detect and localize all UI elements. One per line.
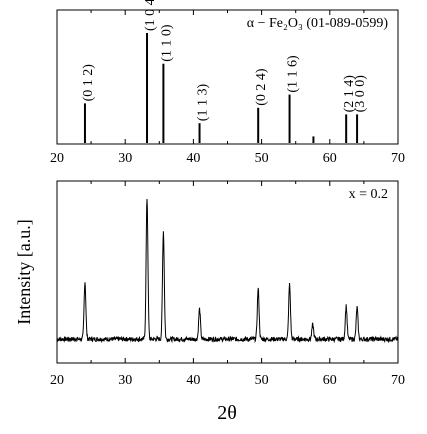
sample-legend: x = 0.2: [349, 187, 388, 202]
miller-index-label: (1 1 6): [286, 55, 301, 93]
reference-x-tick-label: 70: [391, 151, 405, 166]
miller-index-label: (1 0 4): [143, 0, 158, 31]
y-axis-label: Intensity [a.u.]: [14, 219, 34, 324]
reference-legend: α − Fe₂O₃ (01-089-0599): [247, 16, 389, 31]
sample-x-tick-label: 30: [118, 373, 132, 388]
miller-index-label: (3 0 0): [353, 75, 368, 113]
miller-index-label: (2 1 4): [342, 75, 357, 113]
sample-plot-frame: [56, 180, 399, 364]
reference-x-tick-label: 60: [323, 151, 337, 166]
reference-x-tick-label: 30: [118, 151, 132, 166]
reference-panel: (0 1 2) (1 0 4)(1 1 0) (1 1 3) (0 2 4) (1 1 …: [50, 0, 405, 166]
sample-panel: 20 30 40 50 60 70 x = 0.2: [50, 180, 405, 388]
sample-x-tick-label: 60: [323, 373, 337, 388]
miller-index-label: (1 1 0): [159, 24, 174, 62]
x-axis-label: 2θ: [217, 402, 237, 424]
miller-index-label: (1 1 3): [196, 84, 211, 122]
sample-x-tick-label: 50: [255, 373, 269, 388]
sample-x-tick-label: 20: [50, 373, 64, 388]
miller-index-label: (0 1 2): [81, 64, 96, 102]
miller-index-label: (0 2 4): [254, 68, 269, 106]
sample-xrd-line: [56, 199, 399, 344]
sample-x-tick-label: 70: [391, 373, 405, 388]
reference-x-tick-label: 40: [186, 151, 200, 166]
reference-x-tick-label: 20: [50, 151, 64, 166]
reference-x-tick-label: 50: [255, 151, 269, 166]
sample-x-tick-label: 40: [186, 373, 200, 388]
